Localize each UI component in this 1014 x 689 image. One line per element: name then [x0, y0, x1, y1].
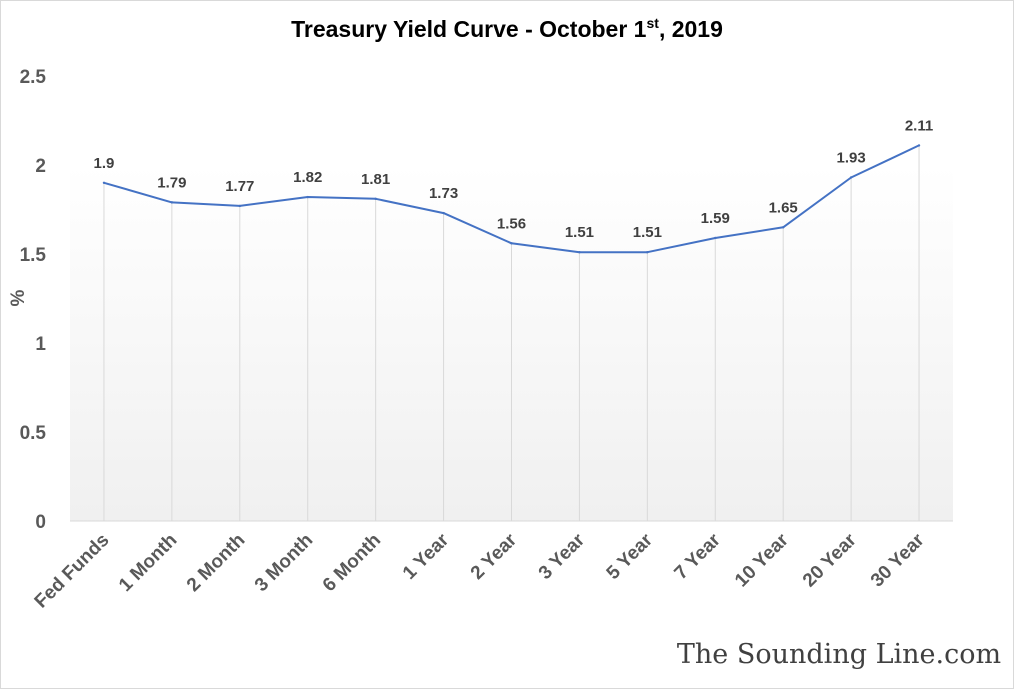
- y-tick-label: 0: [35, 512, 46, 533]
- x-tick-label: 3 Year: [535, 529, 590, 584]
- x-tick-label: 5 Year: [603, 529, 658, 584]
- y-axis: 0 0.5 1 1.5 2 2.5: [20, 67, 47, 533]
- data-label: 1.79: [157, 174, 186, 191]
- data-point: [578, 251, 581, 254]
- data-label: 1.9: [94, 155, 115, 172]
- watermark: The Sounding Line.com: [677, 639, 1001, 670]
- x-tick-label: 6 Month: [319, 530, 385, 596]
- data-label: 1.82: [293, 169, 322, 186]
- grid: [103, 145, 920, 521]
- data-point: [374, 197, 377, 201]
- data-point: [442, 211, 445, 215]
- data-point: [510, 242, 513, 245]
- x-tick-label: 2 Month: [183, 530, 249, 596]
- x-tick-label: 10 Year: [731, 529, 793, 591]
- x-tick-label: Fed Funds: [31, 530, 114, 613]
- y-tick-label: 2: [35, 156, 46, 177]
- data-label: 1.81: [361, 171, 390, 188]
- data-label: 1.59: [701, 210, 730, 227]
- y-tick-label: 0.5: [20, 423, 47, 444]
- x-axis: Fed Funds 1 Month 2 Month 3 Month 6 Month 1 Y…: [31, 529, 929, 612]
- x-tick-label: 3 Month: [251, 530, 317, 596]
- x-tick-label: 2 Year: [467, 529, 522, 584]
- data-labels: 1.9 1.79 1.77 1.82 1.81 1.73 1.56 1.51 1.51 1.59 1…: [94, 117, 934, 241]
- data-label: 1.73: [429, 185, 458, 202]
- y-axis-label: %: [8, 289, 29, 306]
- data-point: [714, 236, 717, 240]
- x-tick-label: 20 Year: [799, 529, 861, 591]
- chart-title: Treasury Yield Curve - October 1st, 2019: [291, 15, 723, 42]
- data-point: [917, 144, 921, 147]
- x-tick-label: 1 Month: [115, 530, 181, 596]
- data-point: [170, 201, 174, 204]
- y-tick-label: 2.5: [20, 67, 47, 88]
- y-tick-label: 1.5: [20, 245, 47, 266]
- data-label: 1.51: [565, 224, 594, 241]
- data-point: [306, 195, 309, 199]
- x-tick-label: 30 Year: [867, 529, 929, 591]
- data-label: 1.77: [225, 178, 254, 195]
- y-tick-label: 1: [35, 334, 46, 355]
- series-layer: [102, 144, 921, 254]
- x-tick-label: 1 Year: [399, 529, 454, 584]
- data-point: [238, 204, 242, 208]
- data-point: [646, 251, 649, 254]
- data-label: 2.11: [905, 117, 933, 134]
- x-tick-label: 7 Year: [671, 529, 726, 584]
- data-label: 1.65: [769, 199, 798, 216]
- data-label: 1.51: [633, 224, 662, 241]
- data-label: 1.56: [497, 215, 526, 232]
- data-label: 1.93: [837, 149, 866, 166]
- data-point: [849, 176, 853, 179]
- data-point: [102, 181, 106, 184]
- data-point: [781, 226, 785, 229]
